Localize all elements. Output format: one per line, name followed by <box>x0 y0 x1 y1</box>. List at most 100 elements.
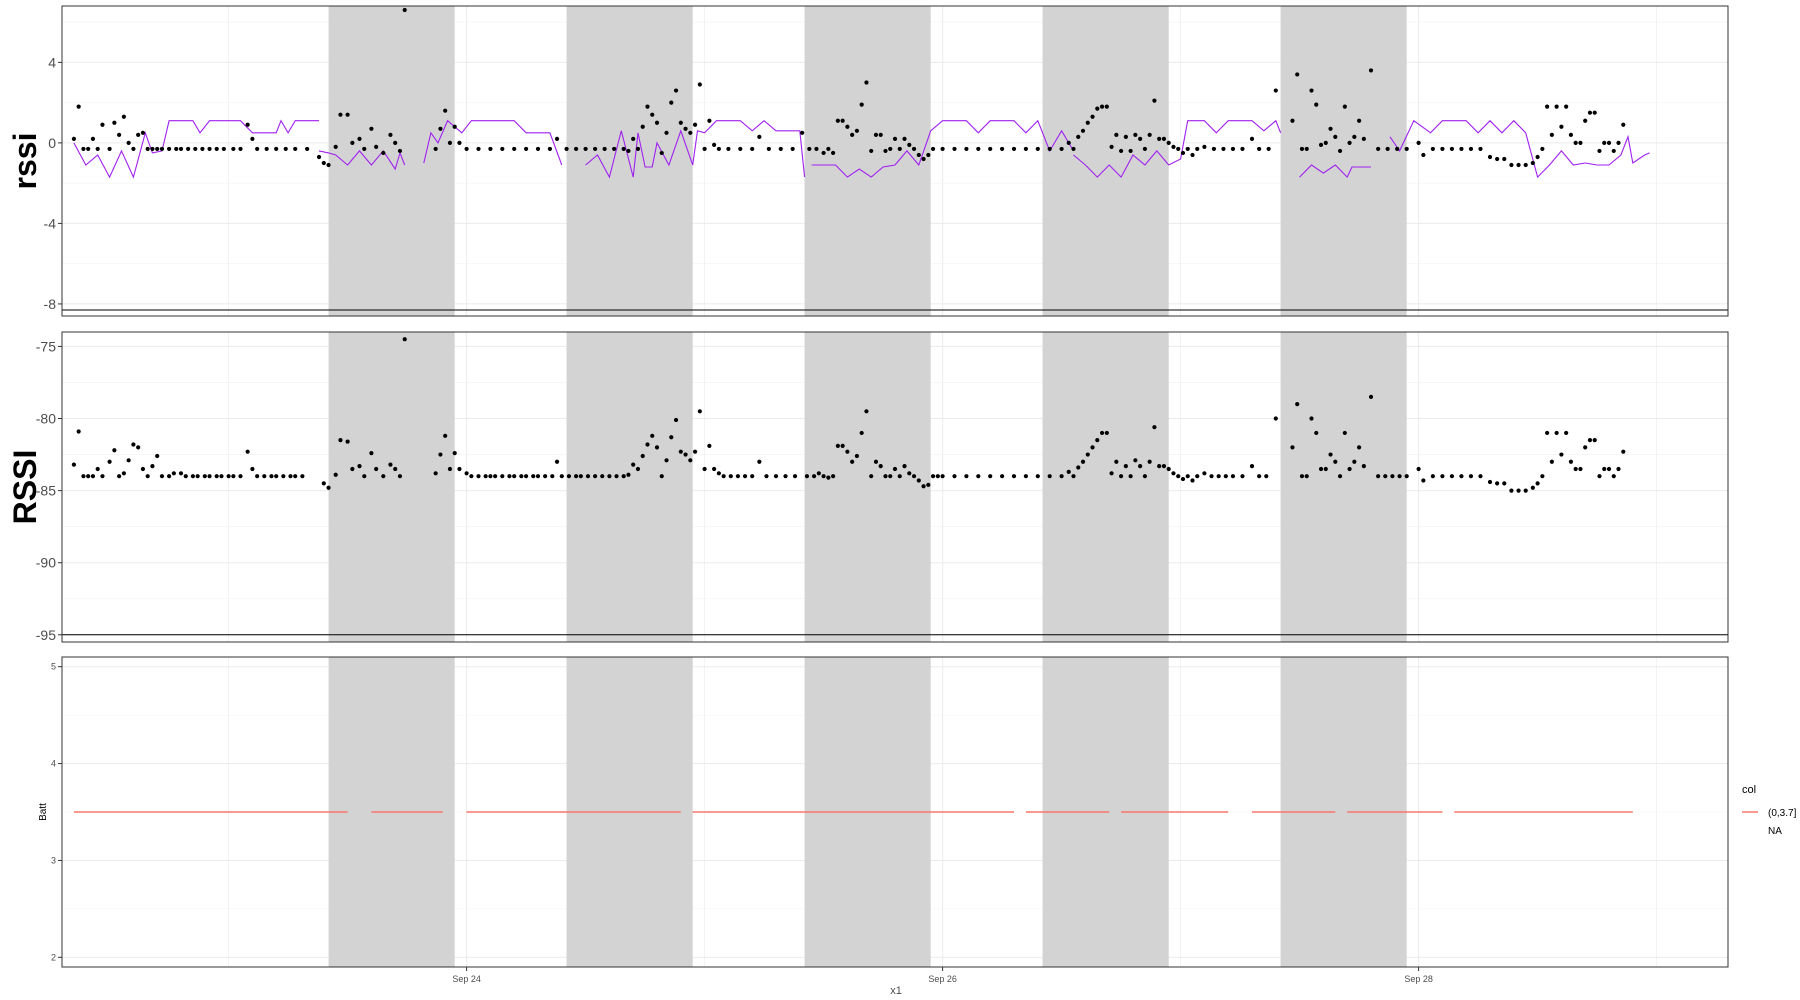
data-point <box>150 463 155 469</box>
y-tick-label: -4 <box>44 215 57 231</box>
data-point <box>988 146 993 152</box>
data-point <box>554 136 560 141</box>
data-point <box>214 146 219 152</box>
data-point <box>873 132 879 137</box>
data-point <box>167 474 172 479</box>
data-point <box>702 146 707 152</box>
data-point <box>926 152 931 158</box>
x-tick-label: Sep 24 <box>452 974 481 984</box>
data-point <box>1209 474 1214 479</box>
data-point <box>1152 425 1157 430</box>
data-point <box>892 466 898 472</box>
data-point <box>1487 479 1493 485</box>
data-point <box>869 474 874 479</box>
data-point <box>935 474 940 479</box>
data-point <box>1099 104 1105 109</box>
data-point <box>831 150 836 156</box>
data-point <box>100 122 105 127</box>
data-point <box>1011 474 1017 479</box>
data-point <box>238 474 243 479</box>
data-point <box>1195 474 1200 479</box>
data-point <box>1495 481 1500 486</box>
data-point <box>888 474 893 479</box>
data-point <box>1368 394 1374 399</box>
data-point <box>800 130 805 135</box>
data-point <box>835 443 840 449</box>
data-point <box>1299 474 1305 479</box>
data-point <box>1138 463 1143 469</box>
data-point <box>214 474 219 479</box>
data-point <box>1273 88 1278 93</box>
data-point <box>1176 474 1181 479</box>
data-point <box>1023 146 1028 152</box>
data-point <box>95 466 100 472</box>
data-point <box>883 148 888 154</box>
data-point <box>783 474 788 479</box>
data-point <box>433 471 438 476</box>
night-shade-band <box>566 332 693 642</box>
data-point <box>1357 118 1362 123</box>
data-point <box>1138 136 1143 141</box>
data-point <box>388 462 393 467</box>
data-point <box>1478 146 1483 152</box>
data-point <box>95 146 100 152</box>
data-point <box>1404 146 1409 152</box>
data-point <box>121 471 126 476</box>
data-point <box>1530 485 1535 490</box>
data-point <box>493 474 498 479</box>
data-point <box>231 474 236 479</box>
data-point <box>1487 154 1493 160</box>
data-point <box>126 458 131 463</box>
data-point <box>1611 474 1616 479</box>
data-point <box>607 474 612 479</box>
legend-item-label: (0,3.7] <box>1768 808 1797 819</box>
data-point <box>1549 132 1554 137</box>
data-point <box>1616 140 1621 145</box>
data-point <box>897 474 902 479</box>
data-point <box>1257 146 1262 152</box>
data-point <box>190 474 195 479</box>
data-point <box>683 452 688 457</box>
data-point <box>1502 481 1507 486</box>
data-point <box>326 162 331 168</box>
data-point <box>1095 438 1100 443</box>
data-point <box>814 146 819 152</box>
y-tick-label: -80 <box>36 411 56 427</box>
data-point <box>1516 488 1521 493</box>
data-point <box>1554 430 1559 436</box>
y-tick-label: 5 <box>51 662 56 672</box>
data-point <box>664 458 669 463</box>
data-point <box>1257 474 1262 479</box>
data-point <box>1606 466 1612 472</box>
data-point <box>631 136 636 141</box>
data-point <box>892 136 898 141</box>
data-point <box>1133 458 1138 463</box>
data-point <box>1383 474 1388 479</box>
data-point <box>293 146 298 152</box>
data-point <box>976 474 981 479</box>
axis-layer: -8 -4 0 4 rssi -95 -90 -85 -80 -75 RSSI 2 3 4 5 Batt Sep… <box>7 54 1433 984</box>
data-point <box>150 146 155 152</box>
data-point <box>357 463 362 469</box>
data-point <box>1564 430 1569 436</box>
data-point <box>1449 474 1455 479</box>
night-shade-band <box>1280 6 1407 316</box>
data-point <box>433 146 438 152</box>
data-point <box>816 471 821 476</box>
data-point <box>535 474 541 479</box>
smoothed-line <box>318 149 406 171</box>
data-point <box>640 453 645 459</box>
data-point <box>840 118 845 123</box>
data-point <box>457 140 462 145</box>
data-point <box>911 474 917 479</box>
data-point <box>1352 134 1357 139</box>
y-tick-label: 4 <box>51 759 56 769</box>
data-point <box>457 466 462 472</box>
data-point <box>1602 140 1607 145</box>
data-point <box>976 146 981 152</box>
data-point <box>1161 463 1167 469</box>
data-point <box>550 474 555 479</box>
data-point <box>469 474 474 479</box>
data-point <box>907 471 912 476</box>
data-point <box>1606 140 1612 145</box>
